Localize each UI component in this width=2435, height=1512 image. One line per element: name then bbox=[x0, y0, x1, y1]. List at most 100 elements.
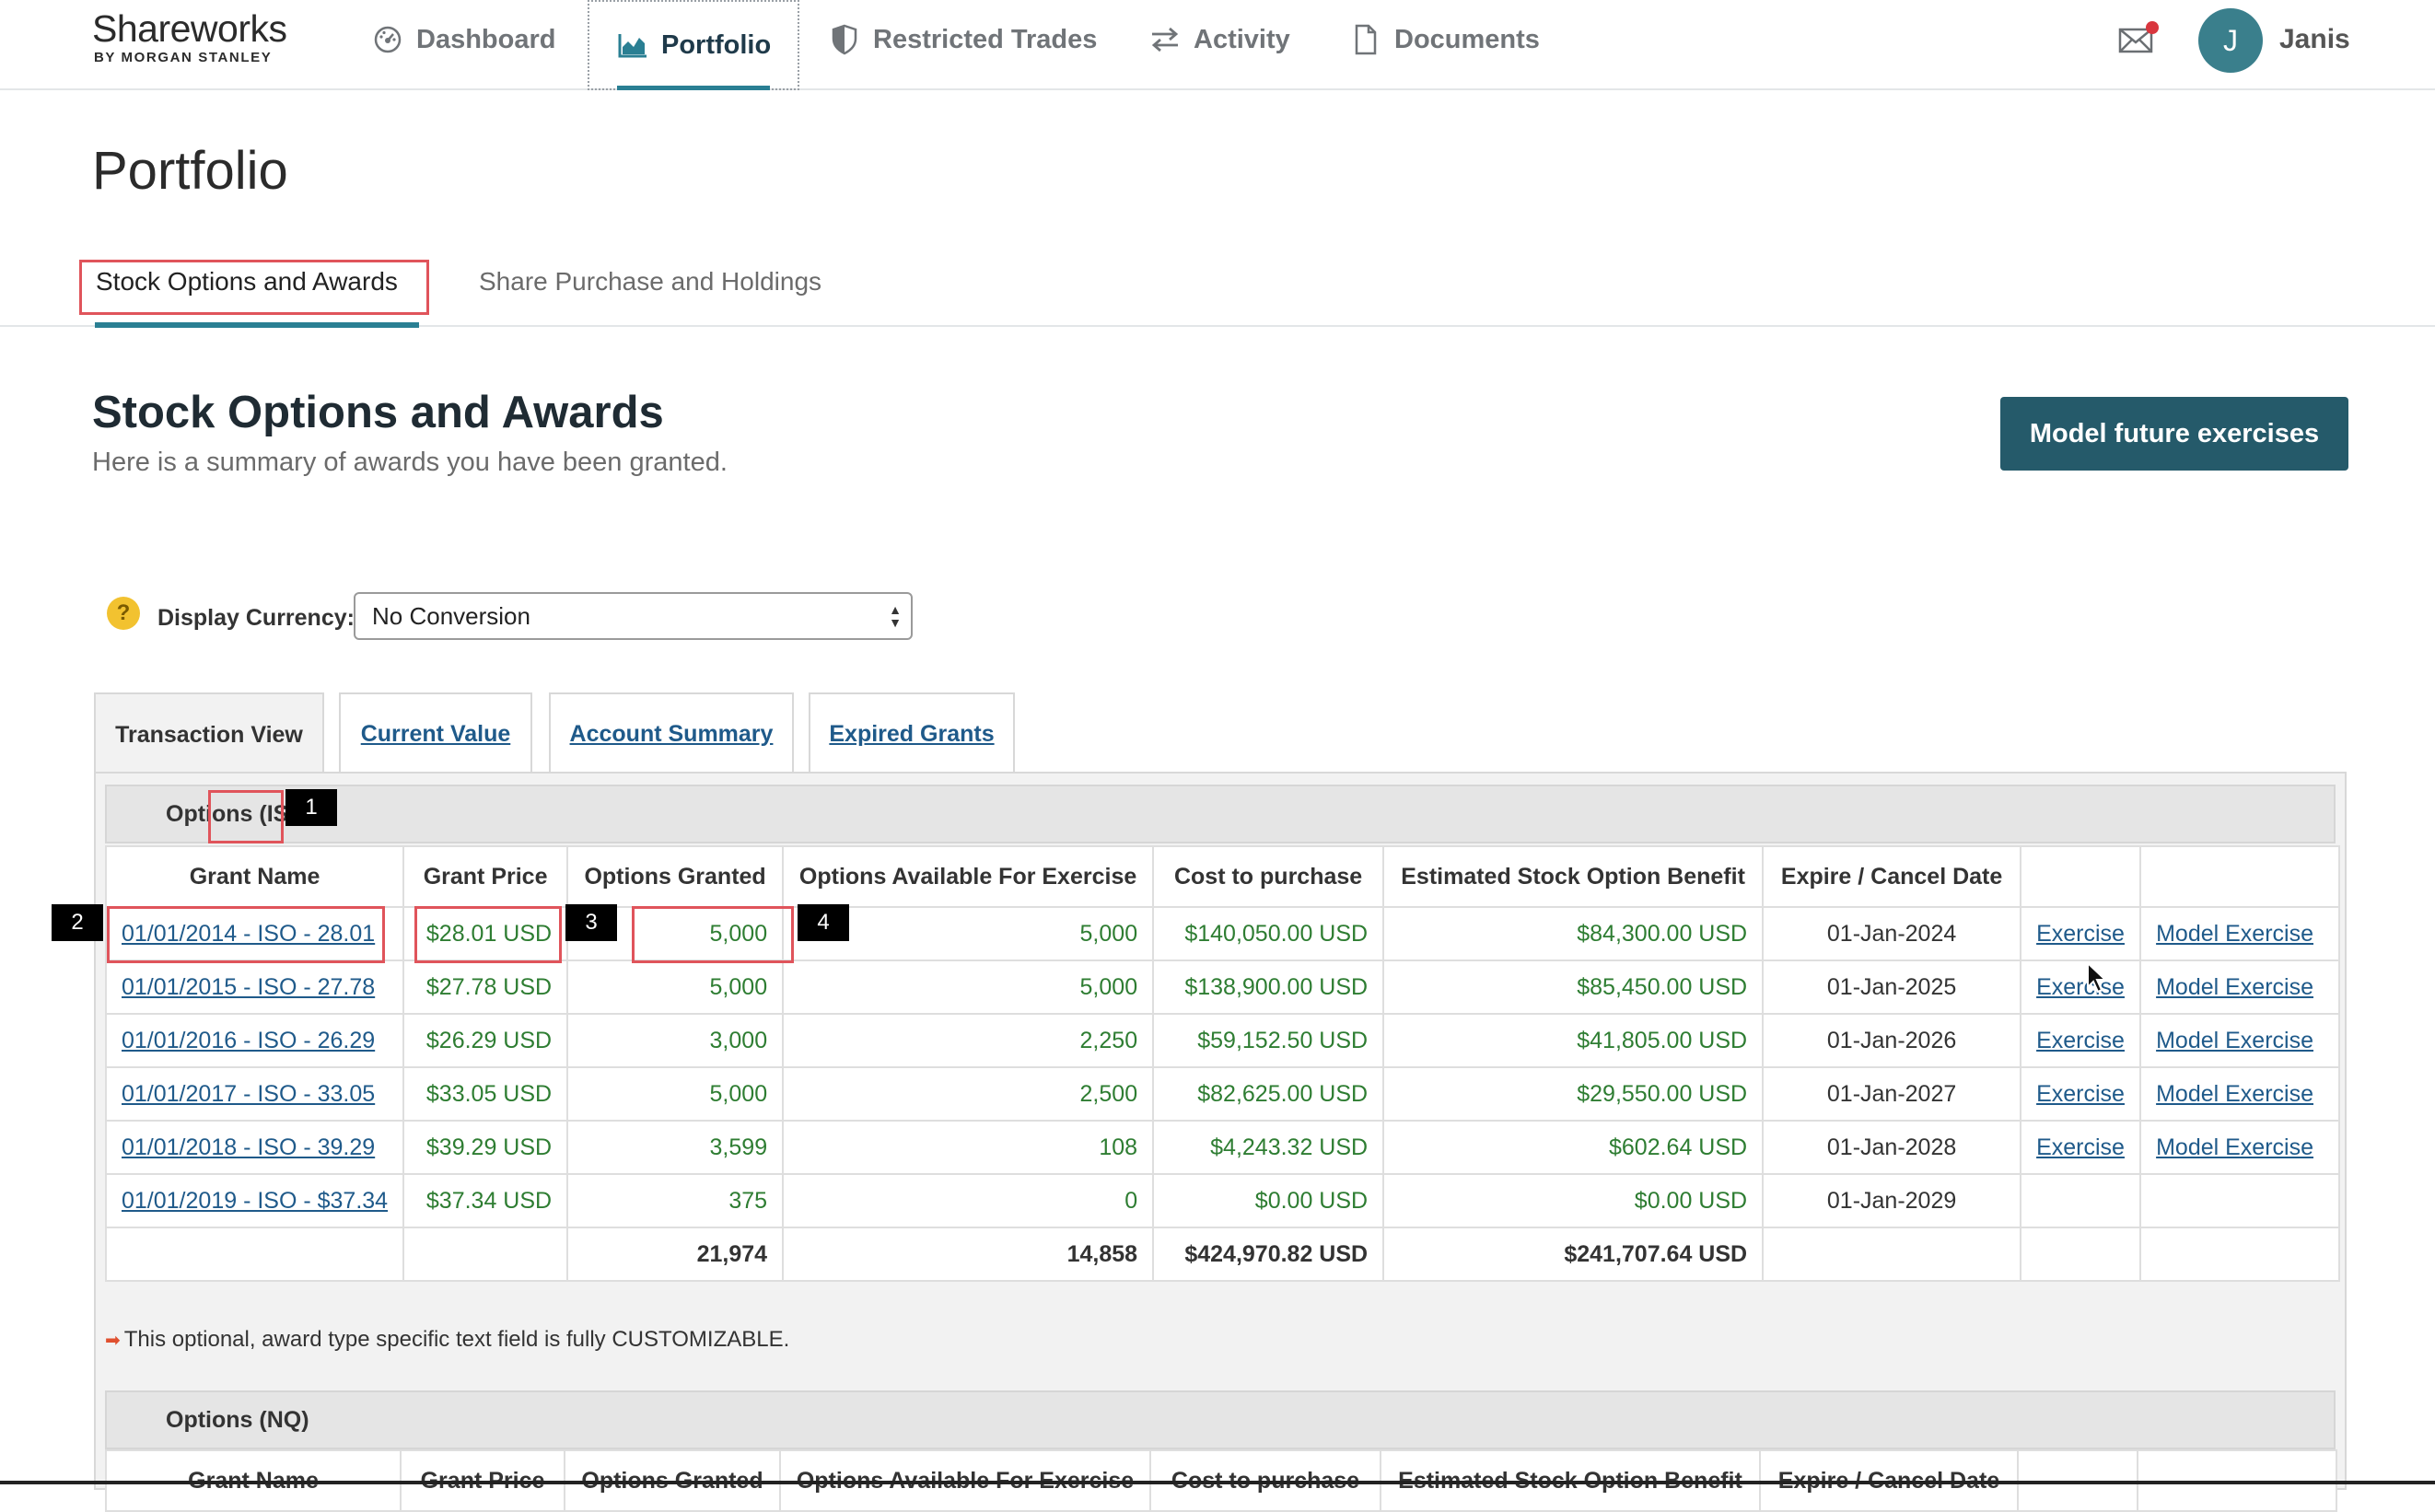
model-exercise-link[interactable]: Model Exercise bbox=[2156, 1080, 2313, 1107]
col-grant-price: Grant Price bbox=[402, 845, 569, 908]
annotation-marker-4: 4 bbox=[798, 904, 849, 941]
expire-date: 01-Jan-2027 bbox=[1762, 1066, 2022, 1122]
user-name[interactable]: Janis bbox=[2279, 24, 2350, 54]
col-model-exercise bbox=[2139, 845, 2341, 908]
table-row: 01/01/2015 - ISO - 27.78 $27.78 USD 5,00… bbox=[104, 960, 2341, 1015]
grant-name-link[interactable]: 01/01/2017 - ISO - 33.05 bbox=[122, 1080, 376, 1107]
document-icon bbox=[1350, 24, 1381, 55]
col-grant-name: Grant Name bbox=[104, 845, 405, 908]
col-exercise bbox=[2020, 845, 2142, 908]
help-icon[interactable]: ? bbox=[107, 597, 140, 630]
custom-note: ➡ This optional, award type specific tex… bbox=[105, 1327, 789, 1353]
options-granted: 5,000 bbox=[566, 1066, 785, 1122]
totals-empty-cell bbox=[1762, 1227, 2022, 1282]
tab-expired-grants-link[interactable]: Expired Grants bbox=[829, 720, 995, 747]
display-currency-label: Display Currency: bbox=[157, 605, 355, 631]
cost-to-purchase: $59,152.50 USD bbox=[1152, 1013, 1385, 1068]
nav-activity-label: Activity bbox=[1194, 24, 1290, 54]
table-row: 01/01/2019 - ISO - $37.34 $37.34 USD 375… bbox=[104, 1173, 2341, 1228]
model-exercise-link[interactable]: Model Exercise bbox=[2156, 920, 2313, 947]
tab-transaction-view-label: Transaction View bbox=[115, 721, 303, 748]
nav-restricted-trades-label: Restricted Trades bbox=[873, 24, 1098, 54]
table-row: 01/01/2017 - ISO - 33.05 $33.05 USD 5,00… bbox=[104, 1066, 2341, 1122]
window-bottom-edge bbox=[0, 1481, 2435, 1484]
nav-dashboard[interactable]: Dashboard bbox=[372, 0, 555, 79]
annotation-marker-3: 3 bbox=[565, 904, 617, 941]
options-available: 108 bbox=[782, 1120, 1155, 1175]
swap-arrows-icon bbox=[1149, 24, 1181, 55]
grant-name-link[interactable]: 01/01/2019 - ISO - $37.34 bbox=[122, 1187, 389, 1214]
model-future-exercises-button[interactable]: Model future exercises bbox=[2000, 397, 2348, 471]
grant-price: $28.01 USD bbox=[402, 906, 569, 961]
tab-transaction-view[interactable]: Transaction View bbox=[94, 692, 324, 775]
highlight-box-options-granted bbox=[632, 906, 794, 963]
nav-activity[interactable]: Activity bbox=[1149, 0, 1290, 79]
custom-note-text: This optional, award type specific text … bbox=[123, 1327, 790, 1352]
nav-documents[interactable]: Documents bbox=[1350, 0, 1540, 79]
section-subtitle: Here is a summary of awards you have bee… bbox=[92, 448, 728, 477]
tab-current-value[interactable]: Current Value bbox=[339, 692, 532, 773]
nav-dashboard-label: Dashboard bbox=[416, 24, 556, 54]
grant-price: $39.29 USD bbox=[402, 1120, 569, 1175]
cost-to-purchase: $0.00 USD bbox=[1152, 1173, 1385, 1228]
estimated-benefit: $0.00 USD bbox=[1382, 1173, 1765, 1228]
grant-price: $26.29 USD bbox=[402, 1013, 569, 1068]
exercise-link[interactable]: Exercise bbox=[2036, 1080, 2125, 1107]
logo-subtitle: BY MORGAN STANLEY bbox=[94, 50, 273, 65]
avatar[interactable]: J bbox=[2198, 8, 2263, 73]
page-title: Portfolio bbox=[92, 141, 288, 201]
tab-current-value-link[interactable]: Current Value bbox=[360, 720, 511, 747]
options-available: 5,000 bbox=[782, 960, 1155, 1015]
exercise-link[interactable]: Exercise bbox=[2036, 1027, 2125, 1053]
model-exercise-link[interactable]: Model Exercise bbox=[2156, 973, 2313, 1000]
nav-portfolio[interactable]: Portfolio bbox=[588, 0, 799, 90]
subtabs-divider bbox=[0, 325, 2435, 327]
tab-account-summary[interactable]: Account Summary bbox=[549, 692, 794, 773]
tab-share-purchase-holdings[interactable]: Share Purchase and Holdings bbox=[479, 267, 822, 296]
cost-to-purchase: $82,625.00 USD bbox=[1152, 1066, 1385, 1122]
expire-date: 01-Jan-2025 bbox=[1762, 960, 2022, 1015]
totals-empty-cell bbox=[2139, 1227, 2341, 1282]
expire-date: 01-Jan-2024 bbox=[1762, 906, 2022, 961]
model-exercise-link[interactable]: Model Exercise bbox=[2156, 1027, 2313, 1053]
grant-name-link[interactable]: 01/01/2016 - ISO - 26.29 bbox=[122, 1027, 376, 1053]
chart-icon bbox=[617, 29, 648, 61]
cost-to-purchase: $4,243.32 USD bbox=[1152, 1120, 1385, 1175]
col-options-available: Options Available For Exercise bbox=[782, 845, 1155, 908]
estimated-benefit: $84,300.00 USD bbox=[1382, 906, 1765, 961]
highlight-box-stock-tab bbox=[79, 260, 429, 315]
iso-grants-table: Grant Name Grant Price Options Granted O… bbox=[104, 845, 2341, 1282]
exercise-link[interactable]: Exercise bbox=[2036, 920, 2125, 947]
options-granted: 3,000 bbox=[566, 1013, 785, 1068]
model-exercise-link[interactable]: Model Exercise bbox=[2156, 1134, 2313, 1160]
grant-name-link[interactable]: 01/01/2015 - ISO - 27.78 bbox=[122, 973, 376, 1000]
active-nav-underline bbox=[617, 86, 770, 90]
mouse-pointer-icon bbox=[2086, 960, 2110, 999]
annotation-marker-1: 1 bbox=[285, 789, 337, 826]
grant-name-link[interactable]: 01/01/2014 - ISO - 28.01 bbox=[122, 920, 376, 947]
tab-account-summary-link[interactable]: Account Summary bbox=[569, 720, 774, 747]
nav-restricted-trades[interactable]: Restricted Trades bbox=[829, 0, 1097, 79]
shareworks-logo[interactable]: Shareworks BY MORGAN STANLEY bbox=[92, 7, 287, 66]
iso-header-row: Grant Name Grant Price Options Granted O… bbox=[104, 845, 2341, 908]
arrow-right-icon: ➡ bbox=[105, 1330, 121, 1351]
col-options-granted: Options Granted bbox=[566, 845, 785, 908]
dashboard-icon bbox=[372, 24, 403, 55]
nav-portfolio-label: Portfolio bbox=[661, 29, 772, 60]
estimated-benefit: $29,550.00 USD bbox=[1382, 1066, 1765, 1122]
grant-name-link[interactable]: 01/01/2018 - ISO - 39.29 bbox=[122, 1134, 376, 1160]
total-cost-to-purchase: $424,970.82 USD bbox=[1152, 1227, 1385, 1282]
exercise-cell-empty bbox=[2020, 1173, 2142, 1228]
cost-to-purchase: $140,050.00 USD bbox=[1152, 906, 1385, 961]
table-row: 01/01/2014 - ISO - 28.01 $28.01 USD 5,00… bbox=[104, 906, 2341, 961]
display-currency-select[interactable]: No Conversion ▲ ▼ bbox=[354, 592, 913, 640]
tab-stock-options-awards[interactable]: Stock Options and Awards bbox=[96, 267, 398, 296]
totals-empty-cell bbox=[104, 1227, 405, 1282]
exercise-link[interactable]: Exercise bbox=[2036, 973, 2125, 1000]
total-options-available: 14,858 bbox=[782, 1227, 1155, 1282]
tab-expired-grants[interactable]: Expired Grants bbox=[809, 692, 1015, 773]
top-header: Shareworks BY MORGAN STANLEY Dashboard P… bbox=[0, 0, 2435, 90]
exercise-link[interactable]: Exercise bbox=[2036, 1134, 2125, 1160]
messages-icon[interactable] bbox=[2118, 20, 2159, 57]
iso-group-header: Options (ISO) bbox=[105, 785, 2336, 843]
